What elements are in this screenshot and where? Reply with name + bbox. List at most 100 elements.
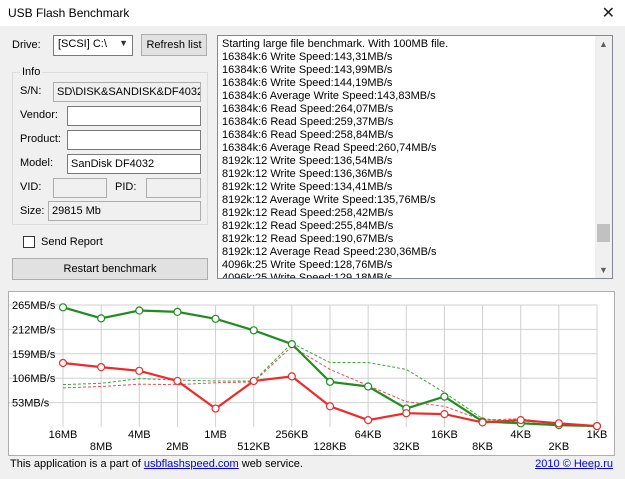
copyright-link[interactable]: 2010 © Heep.ru	[535, 458, 613, 470]
data-point	[249, 376, 258, 386]
data-point	[211, 404, 220, 413]
log-line: 16384k:6 Average Read Speed:260,74MB/s	[222, 142, 437, 154]
data-point	[97, 363, 106, 372]
data-point	[97, 314, 106, 323]
data-point	[173, 307, 182, 317]
window-title: USB Flash Benchmark	[8, 6, 130, 20]
log-line: 8192k:12 Average Write Speed:135,76MB/s	[222, 194, 436, 206]
y-tick-label: 212MB/s	[12, 324, 56, 336]
send-report-label: Send Report	[41, 236, 103, 248]
speed-chart: 265MB/s 212MB/s 159MB/s 106MB/s 53MB/s 16MB 8M…	[8, 291, 615, 456]
log-line: 16384k:6 Write Speed:143,99MB/s	[222, 64, 393, 76]
refresh-list-button[interactable]: Refresh list	[141, 34, 207, 56]
product-label: Product:	[20, 133, 61, 145]
log-textbox[interactable]: Starting large file benchmark. With 100M…	[217, 35, 613, 279]
size-field[interactable]: 29815 Mb	[48, 201, 201, 221]
x-tick-label: 512KB	[237, 441, 270, 453]
y-tick-label: 159MB/s	[12, 349, 56, 361]
footer-prefix: This application is a part of	[10, 458, 144, 470]
log-line: 16384k:6 Read Speed:258,84MB/s	[222, 129, 394, 141]
data-point	[516, 415, 525, 425]
data-point	[135, 306, 144, 315]
title-bar: USB Flash Benchmark ✕	[0, 0, 625, 27]
x-tick-label: 4KB	[510, 429, 531, 441]
log-line: 16384k:6 Read Speed:264,07MB/s	[222, 103, 394, 115]
size-label: Size:	[20, 205, 45, 217]
data-point	[287, 340, 296, 349]
log-line: 4096k:25 Write Speed:128,76MB/s	[222, 259, 393, 271]
log-line: 8192k:12 Read Speed:258,42MB/s	[222, 207, 394, 219]
log-lines: Starting large file benchmark. With 100M…	[222, 38, 592, 279]
x-tick-label: 16MB	[49, 429, 78, 441]
pid-field[interactable]	[146, 178, 201, 198]
y-tick-label: 106MB/s	[12, 373, 56, 385]
product-field[interactable]	[67, 130, 201, 150]
data-point	[135, 366, 144, 375]
data-point	[440, 410, 449, 419]
x-tick-label: 8KB	[472, 441, 493, 453]
vid-label: VID:	[20, 181, 42, 193]
log-line: 16384k:6 Write Speed:144,19MB/s	[222, 77, 393, 89]
send-report-checkbox[interactable]	[23, 236, 35, 248]
data-point	[364, 415, 373, 425]
footer-link[interactable]: usbflashspeed.com	[143, 458, 239, 470]
restart-benchmark-button[interactable]: Restart benchmark	[12, 258, 208, 280]
x-tick-label: 16KB	[431, 429, 458, 441]
drive-label: Drive:	[12, 39, 41, 51]
log-line: 16384k:6 Read Speed:259,37MB/s	[222, 116, 394, 128]
x-tick-label: 1KB	[587, 429, 608, 441]
model-field[interactable]: SanDisk DF4032	[67, 154, 201, 174]
data-point	[173, 376, 182, 386]
x-tick-label: 4MB	[128, 429, 151, 441]
speed-chart-svg: 265MB/s 212MB/s 159MB/s 106MB/s 53MB/s 16MB 8M…	[9, 300, 608, 453]
x-tick-label: 32KB	[393, 441, 420, 453]
x-tick-label: 8MB	[90, 441, 113, 453]
data-point	[325, 377, 335, 386]
x-tick-label: 2MB	[166, 441, 189, 453]
data-point	[440, 392, 449, 401]
model-label: Model:	[20, 157, 54, 169]
data-point	[325, 402, 335, 411]
sn-label: S/N:	[20, 85, 42, 97]
log-line: 16384k:6 Average Write Speed:143,83MB/s	[222, 90, 436, 102]
vendor-label: Vendor:	[20, 109, 58, 121]
info-group-title: Info	[20, 66, 43, 78]
footer-suffix: web service.	[238, 458, 303, 470]
data-point	[249, 326, 258, 335]
chevron-down-icon: ▼	[119, 38, 128, 48]
y-tick-label: 265MB/s	[12, 300, 56, 312]
vendor-field[interactable]	[67, 106, 201, 126]
x-tick-label: 2KB	[548, 441, 569, 453]
data-point	[58, 358, 68, 368]
sn-field[interactable]: SD\DISK&SANDISK&DF4032&	[53, 82, 201, 102]
log-line: Starting large file benchmark. With 100M…	[222, 38, 449, 50]
x-tick-label: 256KB	[275, 429, 308, 441]
y-tick-label: 53MB/s	[12, 398, 50, 410]
scroll-down-icon[interactable]: ▼	[599, 265, 608, 275]
scroll-thumb[interactable]	[597, 224, 610, 242]
data-point	[58, 303, 68, 312]
pid-label: PID:	[115, 181, 137, 193]
vid-field[interactable]	[53, 178, 107, 198]
log-line: 8192k:12 Write Speed:136,36MB/s	[222, 168, 393, 180]
x-tick-label: 64KB	[355, 429, 382, 441]
drive-select[interactable]: [SCSI] C:\ ▼	[53, 35, 133, 56]
data-point	[402, 409, 411, 418]
x-tick-label: 1MB	[204, 429, 227, 441]
log-line: 8192k:12 Write Speed:136,54MB/s	[222, 155, 393, 167]
data-point	[211, 314, 220, 323]
scroll-up-icon[interactable]: ▲	[599, 39, 608, 49]
data-point	[478, 418, 487, 427]
data-point	[554, 419, 563, 428]
drive-select-value: [SCSI] C:\	[58, 38, 107, 50]
data-point	[287, 372, 296, 381]
log-line: 8192k:12 Write Speed:134,41MB/s	[222, 181, 393, 193]
footer-text: This application is a part of usbflashsp…	[10, 458, 303, 470]
log-scrollbar[interactable]: ▲ ▼	[595, 36, 612, 278]
log-line: 8192k:12 Read Speed:190,67MB/s	[222, 233, 394, 245]
info-group	[12, 72, 208, 225]
close-icon[interactable]: ✕	[601, 5, 615, 22]
log-line: 8192k:12 Read Speed:255,84MB/s	[222, 220, 394, 232]
x-tick-label: 128KB	[313, 441, 346, 453]
log-line: 4096k:25 Write Speed:129,18MB/s	[222, 272, 393, 279]
